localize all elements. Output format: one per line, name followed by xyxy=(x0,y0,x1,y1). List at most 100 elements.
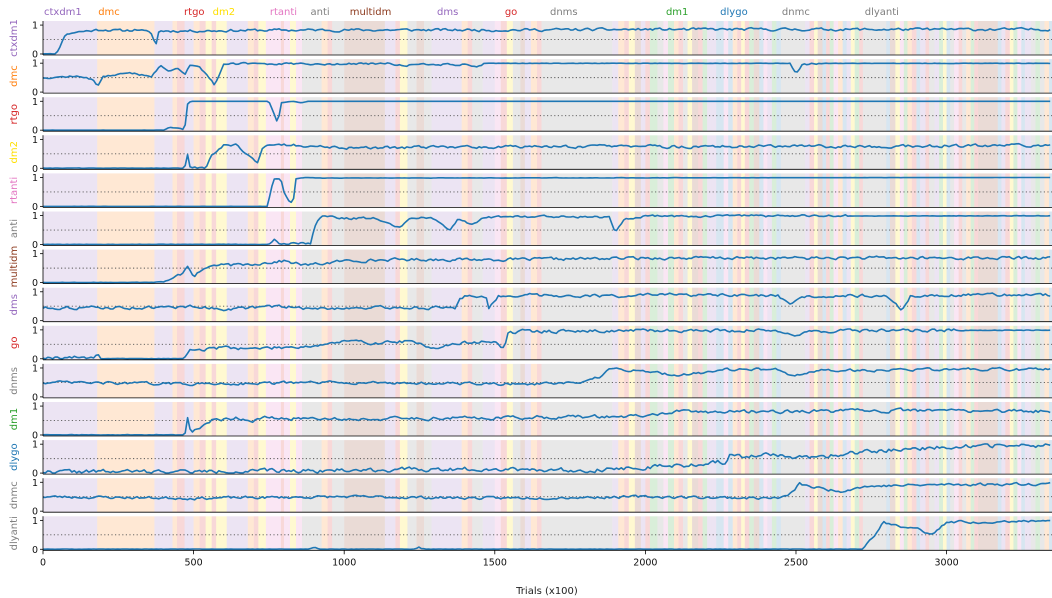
task-block-dmc xyxy=(247,287,254,322)
task-block-dm2 xyxy=(814,478,818,513)
task-block-dlygo xyxy=(997,211,1002,246)
task-block-dm1 xyxy=(649,249,658,284)
task-block-dm2 xyxy=(942,97,947,132)
task-block-go xyxy=(645,402,650,436)
task-block-rtanti xyxy=(954,59,959,94)
task-block-dms xyxy=(1001,363,1006,398)
task-block-multidm xyxy=(889,478,896,513)
task-block-rtgo xyxy=(327,211,333,246)
task-block-dms xyxy=(524,516,531,551)
task-block-anti xyxy=(424,325,432,360)
task-block-dmc xyxy=(618,440,625,475)
task-block-dm1 xyxy=(1035,478,1040,513)
task-block-ctxdm1 xyxy=(934,325,940,360)
task-block-dmc xyxy=(674,325,679,360)
task-block-dnmc xyxy=(1030,516,1036,551)
task-block-anti xyxy=(407,135,417,170)
task-block-dmc xyxy=(530,135,537,170)
task-block-rtanti xyxy=(265,402,281,436)
task-block-dms xyxy=(524,363,531,398)
task-block-dm2 xyxy=(216,363,227,398)
task-block-anti xyxy=(683,402,688,436)
task-block-dlygo xyxy=(842,59,847,94)
task-block-dnmc xyxy=(1030,249,1036,284)
task-block-ctxdm1 xyxy=(1024,325,1031,360)
task-block-rtgo xyxy=(737,402,742,436)
task-block-multidm xyxy=(753,363,760,398)
task-block-multidm xyxy=(416,440,425,475)
task-block-dm1 xyxy=(702,21,708,55)
task-block-go xyxy=(826,287,830,322)
task-block-dm2 xyxy=(506,249,513,284)
task-block-dnmc xyxy=(780,21,806,55)
task-block-rtgo xyxy=(624,173,629,208)
task-block-dm1 xyxy=(1013,325,1018,360)
task-block-dlygo xyxy=(1048,325,1052,360)
task-block-dm2 xyxy=(687,325,693,360)
task-block-dm2 xyxy=(506,440,513,475)
top-label-multidm: multidm xyxy=(350,7,392,18)
task-block-dlygo xyxy=(1021,478,1025,513)
task-block-rtgo xyxy=(925,402,930,436)
task-block-multidm xyxy=(753,325,760,360)
task-block-rtgo xyxy=(925,478,930,513)
task-block-dmc xyxy=(97,363,155,398)
task-block-dm2 xyxy=(216,21,227,55)
task-block-dmc xyxy=(247,249,254,284)
task-block-multidm xyxy=(978,478,998,513)
task-block-dmc xyxy=(247,59,254,94)
task-block-dmc xyxy=(674,287,679,322)
task-block-dm1 xyxy=(854,363,860,398)
task-block-dm2 xyxy=(1009,135,1014,170)
task-block-rtgo xyxy=(395,21,400,55)
task-block-multidm xyxy=(753,211,760,246)
task-block-multidm xyxy=(520,135,525,170)
task-block-dmc xyxy=(193,402,200,436)
task-block-dm1 xyxy=(749,211,754,246)
task-block-go xyxy=(826,97,830,132)
task-block-dm2 xyxy=(216,440,227,475)
task-block-multidm xyxy=(692,97,699,132)
task-block-dm2 xyxy=(850,516,855,551)
task-block-multidm xyxy=(416,59,425,94)
task-block-rtanti xyxy=(283,478,290,513)
task-block-dmc xyxy=(247,173,254,208)
task-block-rtgo xyxy=(974,516,979,551)
y-tick-label-dmc: 1 xyxy=(32,59,38,70)
task-block-rtgo xyxy=(925,440,930,475)
task-block-dlyanti xyxy=(1039,325,1045,360)
task-block-dnmc xyxy=(1030,173,1036,208)
task-block-dm2 xyxy=(399,249,408,284)
task-block-rtgo xyxy=(974,21,979,55)
task-block-dlyanti xyxy=(862,173,887,208)
task-block-dlygo xyxy=(1021,97,1025,132)
task-block-dm1 xyxy=(702,249,708,284)
task-block-ctxdm1 xyxy=(384,97,396,132)
task-block-dmc xyxy=(732,211,738,246)
task-block-go xyxy=(500,363,507,398)
task-block-dmc xyxy=(193,325,200,360)
task-block-dm2 xyxy=(814,402,818,436)
panel-label-go: go xyxy=(9,337,20,349)
task-block-dmc xyxy=(907,440,912,475)
task-block-dnms xyxy=(657,135,664,170)
task-block-dm2 xyxy=(687,211,693,246)
task-block-ctxdm1 xyxy=(612,135,619,170)
task-block-dm2 xyxy=(258,97,266,132)
task-block-dlyanti xyxy=(862,478,887,513)
task-block-go xyxy=(744,516,750,551)
task-block-dm2 xyxy=(216,516,227,551)
task-block-multidm xyxy=(692,478,699,513)
task-block-dlygo xyxy=(728,59,733,94)
task-block-rtanti xyxy=(763,173,768,208)
task-block-rtgo xyxy=(678,59,684,94)
task-block-dnmc xyxy=(929,59,935,94)
task-block-anti xyxy=(407,440,417,475)
task-block-dm1 xyxy=(1035,402,1040,436)
task-block-rtgo xyxy=(737,97,742,132)
x-tick-label: 2500 xyxy=(784,557,808,568)
task-block-go xyxy=(645,440,650,475)
task-block-dnms xyxy=(657,59,664,94)
task-block-dlygo xyxy=(776,440,781,475)
y-tick-label-dnmc: 0 xyxy=(32,507,38,518)
